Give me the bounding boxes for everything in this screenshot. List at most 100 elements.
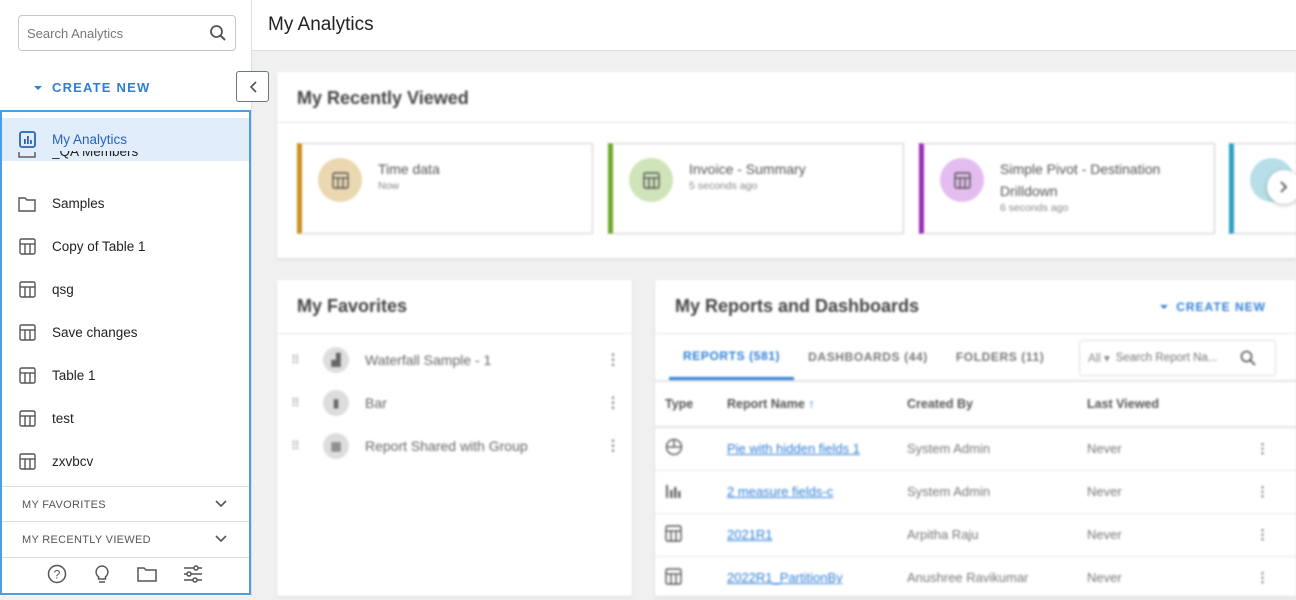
sidebar-item[interactable]: Save changes <box>0 311 249 354</box>
drag-handle-icon[interactable]: ⠿ <box>291 438 300 453</box>
favorite-item[interactable]: ⠿ ▟ Waterfall Sample - 1 ⋮ <box>277 338 632 381</box>
my-recently-viewed-section[interactable]: MY RECENTLY VIEWED <box>0 521 249 557</box>
recent-tile[interactable]: Time data Now <box>297 143 593 234</box>
last-viewed-cell: Never <box>1087 470 1256 514</box>
item-label: zxvbcv <box>52 454 94 469</box>
sidebar-item[interactable]: Copy of Table 1 <box>0 225 249 268</box>
more-options-icon[interactable]: ⋮ <box>606 351 620 367</box>
name-cell: 2021R1 <box>727 513 907 557</box>
sort-ascending-icon[interactable]: ↑ <box>808 397 815 411</box>
search-input[interactable] <box>27 25 209 41</box>
table-icon <box>18 453 36 471</box>
recent-tile[interactable]: Simple Pivot - Destination Drilldown 6 se… <box>919 143 1215 234</box>
drag-handle-icon[interactable]: ⠿ <box>291 352 300 367</box>
column-label: Report Name <box>727 397 805 411</box>
sidebar-item[interactable]: zxvbcv <box>0 440 249 483</box>
report-link[interactable]: Pie with hidden fields 1 <box>727 441 860 457</box>
column-type[interactable]: Type <box>655 382 727 428</box>
search-icon[interactable] <box>209 24 227 42</box>
column-last-viewed[interactable]: Last Viewed <box>1087 382 1256 428</box>
more-options-icon[interactable]: ⋮ <box>1256 556 1296 600</box>
report-type-icon: ▦ <box>323 432 349 459</box>
card-title: My Favorites <box>297 296 408 316</box>
tile-time: 5 seconds ago <box>689 180 758 192</box>
last-viewed-cell: Never <box>1087 556 1256 600</box>
more-options-icon[interactable]: ⋮ <box>1256 470 1296 514</box>
tab-folders[interactable]: FOLDERS (11) <box>955 350 1045 364</box>
carousel-next-button[interactable] <box>1267 170 1296 204</box>
table-icon <box>18 238 36 256</box>
reports-card: My Reports and Dashboards CREATE NEW REP… <box>655 280 1296 600</box>
more-options-icon[interactable]: ⋮ <box>1256 513 1296 557</box>
reports-table: Type Report Name ↑ Created By Last Viewe… <box>655 382 1296 600</box>
chevron-down-icon[interactable] <box>215 534 227 546</box>
drag-handle-icon[interactable]: ⠿ <box>291 395 300 410</box>
create-new-report-button[interactable]: CREATE NEW <box>1160 300 1296 314</box>
tab-dashboards[interactable]: DASHBOARDS (44) <box>808 350 928 364</box>
column-created-by[interactable]: Created By <box>907 382 1087 428</box>
table-icon <box>665 524 682 545</box>
collapse-sidebar-button[interactable] <box>236 71 269 102</box>
my-favorites-section[interactable]: MY FAVORITES <box>0 486 249 522</box>
more-options-icon[interactable]: ⋮ <box>606 437 620 453</box>
more-options-icon[interactable]: ⋮ <box>606 394 620 410</box>
item-label: Table 1 <box>52 368 96 383</box>
report-link[interactable]: 2022R1_PartitionBy <box>727 570 843 585</box>
sidebar-item[interactable]: qsg <box>0 268 249 311</box>
item-label: My Analytics <box>52 132 128 147</box>
settings-sliders-icon[interactable] <box>183 565 203 588</box>
tile-name: Time data <box>378 161 440 177</box>
created-by-cell: System Admin <box>907 470 1087 514</box>
help-icon[interactable]: ? <box>47 564 67 589</box>
card-title: My Reports and Dashboards <box>675 296 920 316</box>
recent-tile[interactable]: Invoice - Summary 5 seconds ago <box>608 143 904 234</box>
sidebar-item[interactable]: Samples <box>0 182 249 225</box>
analytics-tree: My Analytics _QA Members <box>0 118 249 486</box>
table-icon <box>18 410 36 428</box>
type-cell <box>655 513 727 557</box>
folder-icon[interactable] <box>136 565 157 588</box>
item-label: qsg <box>52 282 74 297</box>
section-label: MY RECENTLY VIEWED <box>22 533 151 546</box>
filter-select[interactable]: All ▾ <box>1088 353 1110 365</box>
table-row[interactable]: 2 measure fields-c System Admin Never ⋮ <box>655 470 1296 514</box>
more-options-icon[interactable]: ⋮ <box>1256 427 1296 471</box>
report-type-icon <box>629 158 673 202</box>
pie-icon <box>665 439 683 459</box>
report-tabs: REPORTS (581) DASHBOARDS (44) FOLDERS (1… <box>655 334 1296 382</box>
sidebar-item[interactable]: Table 1 <box>0 354 249 397</box>
table-row[interactable]: 2021R1 Arpitha Raju Never ⋮ <box>655 513 1296 557</box>
chevron-down-icon[interactable] <box>215 499 227 511</box>
lightbulb-icon[interactable] <box>93 564 111 589</box>
page-title: My Analytics <box>268 14 374 35</box>
name-cell: 2022R1_PartitionBy <box>727 556 907 600</box>
table-icon <box>18 367 36 385</box>
tab-reports[interactable]: REPORTS (581) <box>669 334 795 380</box>
tile-time: 6 seconds ago <box>1000 202 1069 214</box>
svg-text:?: ? <box>53 568 60 582</box>
item-label: Samples <box>52 196 105 211</box>
bar-chart-icon <box>665 485 683 502</box>
search-analytics[interactable] <box>18 15 236 51</box>
item-label: Save changes <box>52 325 138 340</box>
sidebar: CREATE NEW My Analytics _QA Members Samp… <box>0 0 252 596</box>
table-icon <box>665 567 682 588</box>
table-row[interactable]: 2022R1_PartitionBy Anushree Ravikumar Neve… <box>655 556 1296 600</box>
create-new-label: CREATE NEW <box>1176 299 1266 314</box>
create-new-button[interactable]: CREATE NEW <box>34 80 150 95</box>
column-report-name[interactable]: Report Name ↑ <box>727 382 907 428</box>
item-label: test <box>52 411 74 426</box>
report-link[interactable]: 2021R1 <box>727 527 773 542</box>
report-link[interactable]: 2 measure fields-c <box>727 484 834 499</box>
table-row[interactable]: Pie with hidden fields 1 System Admin Neve… <box>655 427 1296 471</box>
sidebar-item[interactable]: test <box>0 397 249 440</box>
sidebar-toolbar: ? <box>0 557 249 595</box>
report-search-input[interactable] <box>1115 352 1234 364</box>
favorite-item[interactable]: ⠿ ▮ Bar ⋮ <box>277 381 632 424</box>
favorite-item[interactable]: ⠿ ▦ Report Shared with Group ⋮ <box>277 424 632 467</box>
search-icon[interactable] <box>1240 350 1256 366</box>
create-new-label: CREATE NEW <box>52 80 151 95</box>
report-search: All ▾ <box>1079 340 1276 376</box>
recently-viewed-card: My Recently Viewed Time data Now Invoice -… <box>277 72 1296 258</box>
sidebar-item-my-analytics[interactable]: My Analytics <box>0 118 249 161</box>
